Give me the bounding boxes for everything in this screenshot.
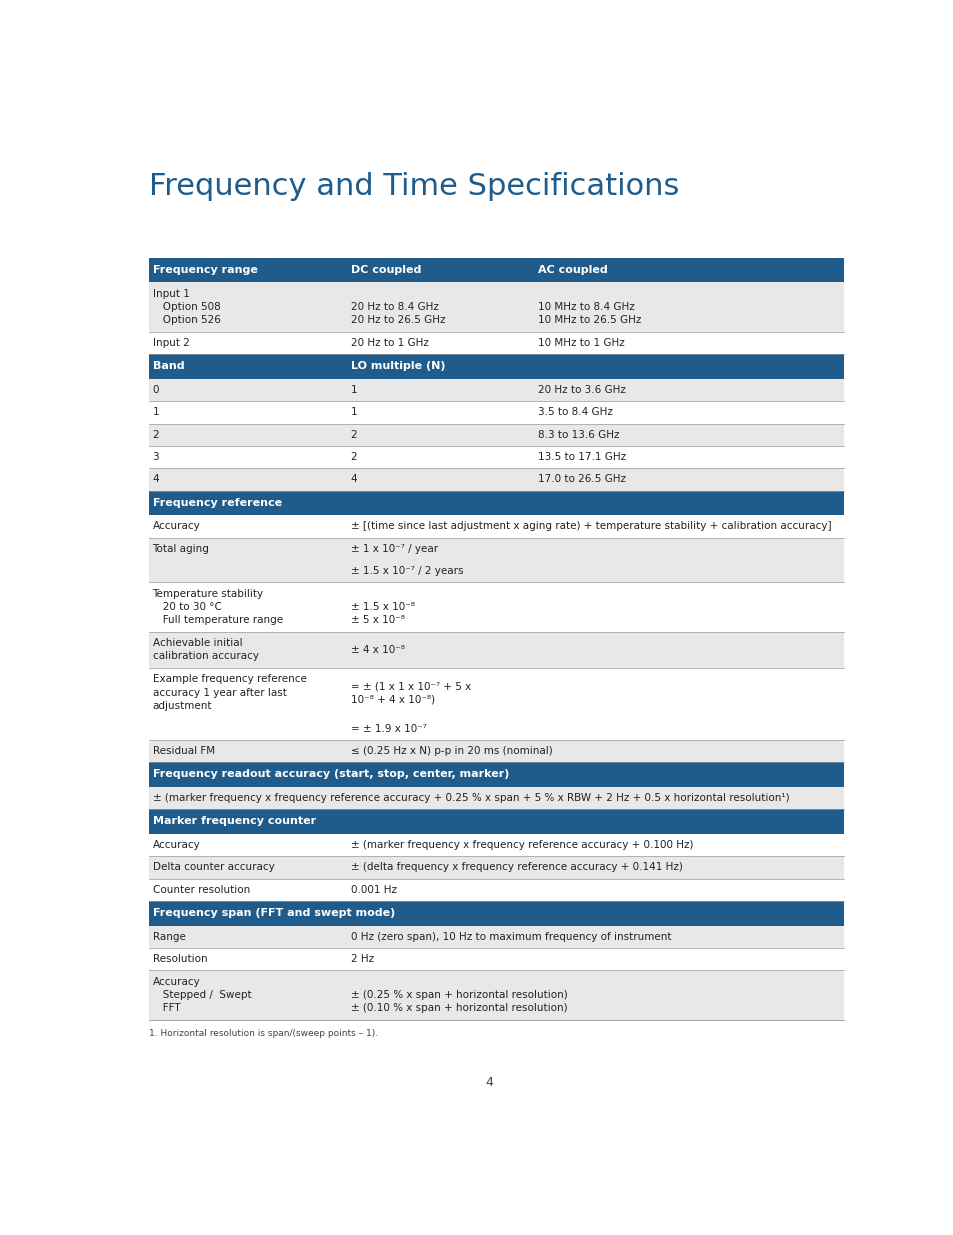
Bar bbox=[149, 446, 842, 468]
Bar bbox=[149, 740, 842, 762]
Bar bbox=[149, 948, 842, 971]
Bar bbox=[149, 925, 842, 948]
Text: 4: 4 bbox=[152, 474, 159, 484]
Text: AC coupled: AC coupled bbox=[537, 266, 607, 275]
Text: Total aging: Total aging bbox=[152, 543, 209, 553]
Text: Band: Band bbox=[152, 362, 184, 372]
Text: 2 Hz: 2 Hz bbox=[350, 955, 374, 965]
Text: Frequency range: Frequency range bbox=[152, 266, 257, 275]
Text: 10 MHz to 1 GHz: 10 MHz to 1 GHz bbox=[537, 338, 624, 348]
Bar bbox=[149, 834, 842, 856]
Text: 1: 1 bbox=[152, 408, 159, 417]
Text: Accuracy
   Stepped /  Swept
   FFT: Accuracy Stepped / Swept FFT bbox=[152, 977, 251, 1013]
Text: = ± 1.9 x 10⁻⁷: = ± 1.9 x 10⁻⁷ bbox=[350, 724, 426, 734]
Bar bbox=[149, 424, 842, 446]
Bar bbox=[149, 583, 842, 632]
Text: 3.5 to 8.4 GHz: 3.5 to 8.4 GHz bbox=[537, 408, 613, 417]
Bar bbox=[149, 559, 842, 583]
Text: 0: 0 bbox=[152, 385, 159, 395]
Text: ± [(time since last adjustment x aging rate) + temperature stability + calibrati: ± [(time since last adjustment x aging r… bbox=[350, 521, 830, 531]
Text: 20 Hz to 8.4 GHz
20 Hz to 26.5 GHz: 20 Hz to 8.4 GHz 20 Hz to 26.5 GHz bbox=[350, 289, 445, 325]
Bar bbox=[149, 668, 842, 718]
Text: 1. Horizontal resolution is span/(sweep points – 1).: 1. Horizontal resolution is span/(sweep … bbox=[149, 1029, 377, 1037]
Text: ± 1 x 10⁻⁷ / year: ± 1 x 10⁻⁷ / year bbox=[350, 543, 437, 553]
Text: Input 2: Input 2 bbox=[152, 338, 190, 348]
Text: 0 Hz (zero span), 10 Hz to maximum frequency of instrument: 0 Hz (zero span), 10 Hz to maximum frequ… bbox=[350, 931, 670, 942]
Text: Counter resolution: Counter resolution bbox=[152, 884, 250, 894]
Bar bbox=[149, 537, 842, 559]
Text: 20 Hz to 1 GHz: 20 Hz to 1 GHz bbox=[350, 338, 428, 348]
Text: 17.0 to 26.5 GHz: 17.0 to 26.5 GHz bbox=[537, 474, 625, 484]
Bar bbox=[149, 900, 842, 925]
Text: Marker frequency counter: Marker frequency counter bbox=[152, 816, 315, 826]
Text: ± 4 x 10⁻⁸: ± 4 x 10⁻⁸ bbox=[350, 645, 404, 655]
Text: 3: 3 bbox=[152, 452, 159, 462]
Text: ≤ (0.25 Hz x N) p-p in 20 ms (nominal): ≤ (0.25 Hz x N) p-p in 20 ms (nominal) bbox=[350, 746, 552, 756]
Text: ± 1.5 x 10⁻⁷ / 2 years: ± 1.5 x 10⁻⁷ / 2 years bbox=[350, 566, 462, 577]
Text: ± (delta frequency x frequency reference accuracy + 0.141 Hz): ± (delta frequency x frequency reference… bbox=[350, 862, 681, 872]
Text: ± (marker frequency x frequency reference accuracy + 0.100 Hz): ± (marker frequency x frequency referenc… bbox=[350, 840, 693, 850]
Text: 0.001 Hz: 0.001 Hz bbox=[350, 884, 396, 894]
Text: 4: 4 bbox=[484, 1076, 493, 1088]
Text: 4: 4 bbox=[350, 474, 356, 484]
Bar bbox=[149, 856, 842, 878]
Bar bbox=[149, 809, 842, 834]
Text: Frequency and Time Specifications: Frequency and Time Specifications bbox=[149, 172, 679, 200]
Bar bbox=[149, 490, 842, 515]
Text: 2: 2 bbox=[350, 430, 356, 440]
Text: Delta counter accuracy: Delta counter accuracy bbox=[152, 862, 274, 872]
Text: Input 1
   Option 508
   Option 526: Input 1 Option 508 Option 526 bbox=[152, 289, 220, 325]
Text: 8.3 to 13.6 GHz: 8.3 to 13.6 GHz bbox=[537, 430, 619, 440]
Bar bbox=[149, 762, 842, 787]
Text: LO multiple (N): LO multiple (N) bbox=[350, 362, 445, 372]
Text: Frequency span (FFT and swept mode): Frequency span (FFT and swept mode) bbox=[152, 908, 395, 919]
Text: ± 1.5 x 10⁻⁸
± 5 x 10⁻⁸: ± 1.5 x 10⁻⁸ ± 5 x 10⁻⁸ bbox=[350, 589, 415, 625]
Bar bbox=[149, 354, 842, 379]
Text: Achievable initial
calibration accuracy: Achievable initial calibration accuracy bbox=[152, 638, 258, 662]
Bar bbox=[149, 258, 842, 283]
Text: 20 Hz to 3.6 GHz: 20 Hz to 3.6 GHz bbox=[537, 385, 625, 395]
Bar bbox=[149, 401, 842, 424]
Bar bbox=[149, 379, 842, 401]
Text: 1: 1 bbox=[350, 408, 356, 417]
Text: DC coupled: DC coupled bbox=[350, 266, 420, 275]
Text: Example frequency reference
accuracy 1 year after last
adjustment: Example frequency reference accuracy 1 y… bbox=[152, 674, 306, 711]
Bar bbox=[149, 468, 842, 490]
Bar bbox=[149, 283, 842, 332]
Bar bbox=[149, 878, 842, 900]
Text: ± (0.25 % x span + horizontal resolution)
± (0.10 % x span + horizontal resoluti: ± (0.25 % x span + horizontal resolution… bbox=[350, 977, 567, 1013]
Text: Residual FM: Residual FM bbox=[152, 746, 214, 756]
Bar bbox=[149, 971, 842, 1020]
Text: Accuracy: Accuracy bbox=[152, 521, 200, 531]
Text: 2: 2 bbox=[152, 430, 159, 440]
Text: 2: 2 bbox=[350, 452, 356, 462]
Bar bbox=[149, 332, 842, 354]
Text: 10 MHz to 8.4 GHz
10 MHz to 26.5 GHz: 10 MHz to 8.4 GHz 10 MHz to 26.5 GHz bbox=[537, 289, 641, 325]
Text: Range: Range bbox=[152, 931, 185, 942]
Bar bbox=[149, 632, 842, 668]
Bar bbox=[149, 515, 842, 537]
Text: 13.5 to 17.1 GHz: 13.5 to 17.1 GHz bbox=[537, 452, 626, 462]
Bar bbox=[149, 718, 842, 740]
Bar bbox=[149, 787, 842, 809]
Text: 1: 1 bbox=[350, 385, 356, 395]
Text: ± (marker frequency x frequency reference accuracy + 0.25 % x span + 5 % x RBW +: ± (marker frequency x frequency referenc… bbox=[152, 793, 788, 803]
Text: Frequency reference: Frequency reference bbox=[152, 498, 281, 508]
Text: Resolution: Resolution bbox=[152, 955, 207, 965]
Text: Accuracy: Accuracy bbox=[152, 840, 200, 850]
Text: Temperature stability
   20 to 30 °C
   Full temperature range: Temperature stability 20 to 30 °C Full t… bbox=[152, 589, 282, 625]
Text: Frequency readout accuracy (start, stop, center, marker): Frequency readout accuracy (start, stop,… bbox=[152, 769, 508, 779]
Text: = ± (1 x 1 x 10⁻⁷ + 5 x
10⁻⁸ + 4 x 10⁻⁸): = ± (1 x 1 x 10⁻⁷ + 5 x 10⁻⁸ + 4 x 10⁻⁸) bbox=[350, 680, 471, 704]
